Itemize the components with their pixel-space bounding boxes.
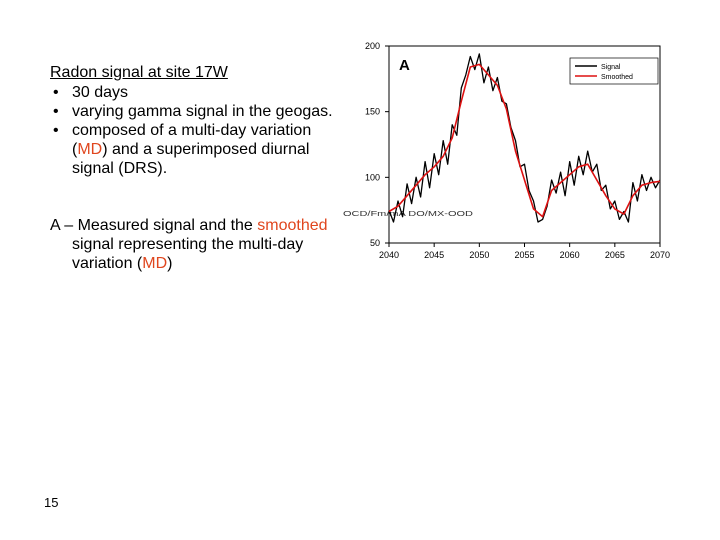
- bullet-item: composed of a multi-day variation (MD) a…: [50, 121, 340, 178]
- bullet-item: 30 days: [50, 83, 340, 102]
- slide-number: 15: [44, 495, 59, 510]
- legend-box: [569, 57, 659, 85]
- x-tick-label: 2065: [605, 250, 625, 260]
- x-tick-label: 2045: [424, 250, 444, 260]
- paragraph-text: A – Measured signal and the: [50, 217, 258, 234]
- bullet-item: varying gamma signal in the geogas.: [50, 102, 340, 121]
- y-tick-label: 100: [365, 172, 380, 182]
- bullet-text: ) and a superimposed diurnal signal (DRS…: [72, 141, 310, 177]
- smoothed-highlight: smoothed: [257, 217, 328, 234]
- slide-title: Radon signal at site 17W: [50, 64, 228, 81]
- x-tick-label: 2070: [650, 250, 670, 260]
- series-line-signal: [388, 53, 661, 223]
- md-highlight: MD: [77, 141, 103, 158]
- legend-label-smoothed: Smoothed: [601, 74, 633, 81]
- slide-text: Radon signal at site 17W 30 days varying…: [50, 63, 340, 273]
- axis-annotation: OCD/Fm/mA DO/MX-OOD: [343, 211, 473, 218]
- paragraph-text: signal representing the multi-day variat…: [72, 236, 304, 272]
- bullet-text: composed of a multi-day variation (: [72, 122, 312, 158]
- y-tick-label: 150: [365, 107, 380, 117]
- x-tick-label: 2040: [379, 250, 399, 260]
- bullet-list: 30 days varying gamma signal in the geog…: [50, 83, 340, 178]
- bullet-text: varying gamma signal in the geogas.: [72, 103, 333, 120]
- paragraph-text: ): [167, 255, 173, 272]
- y-tick-label: 50: [370, 238, 380, 248]
- series-line-smoothed: [388, 63, 661, 218]
- x-tick-label: 2060: [560, 250, 580, 260]
- x-tick-label: 2055: [514, 250, 534, 260]
- y-tick-label: 200: [365, 41, 380, 51]
- description-paragraph: A – Measured signal and the smoothed sig…: [50, 216, 340, 273]
- panel-label: A: [399, 57, 410, 74]
- bullet-text: 30 days: [72, 84, 129, 101]
- x-tick-label: 2050: [469, 250, 489, 260]
- legend-label-signal: Signal: [601, 64, 621, 71]
- md-highlight: MD: [142, 255, 168, 272]
